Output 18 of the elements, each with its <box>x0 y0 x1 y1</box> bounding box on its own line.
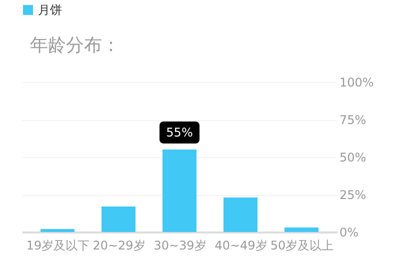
x-tick-label: 40~49岁 <box>214 238 268 252</box>
chart-title: 年龄分布： <box>30 35 120 56</box>
x-tick-label: 19岁及以下 <box>26 238 90 252</box>
bar <box>224 198 258 232</box>
bar <box>40 229 74 232</box>
y-tick-label: 75% <box>340 113 366 127</box>
y-tick-label: 100% <box>340 76 374 90</box>
x-tick-label: 30~39岁 <box>154 238 206 252</box>
x-tick-label: 50岁及以上 <box>270 238 334 252</box>
bar <box>284 228 318 232</box>
y-tick-label: 50% <box>340 150 366 164</box>
y-tick-label: 25% <box>340 188 366 202</box>
bar <box>102 206 136 232</box>
legend-label: 月饼 <box>38 3 62 17</box>
data-label: 55% <box>166 126 193 140</box>
x-tick-label: 20~29岁 <box>92 238 146 252</box>
y-tick-label: 0% <box>340 226 359 240</box>
bar <box>162 150 196 232</box>
